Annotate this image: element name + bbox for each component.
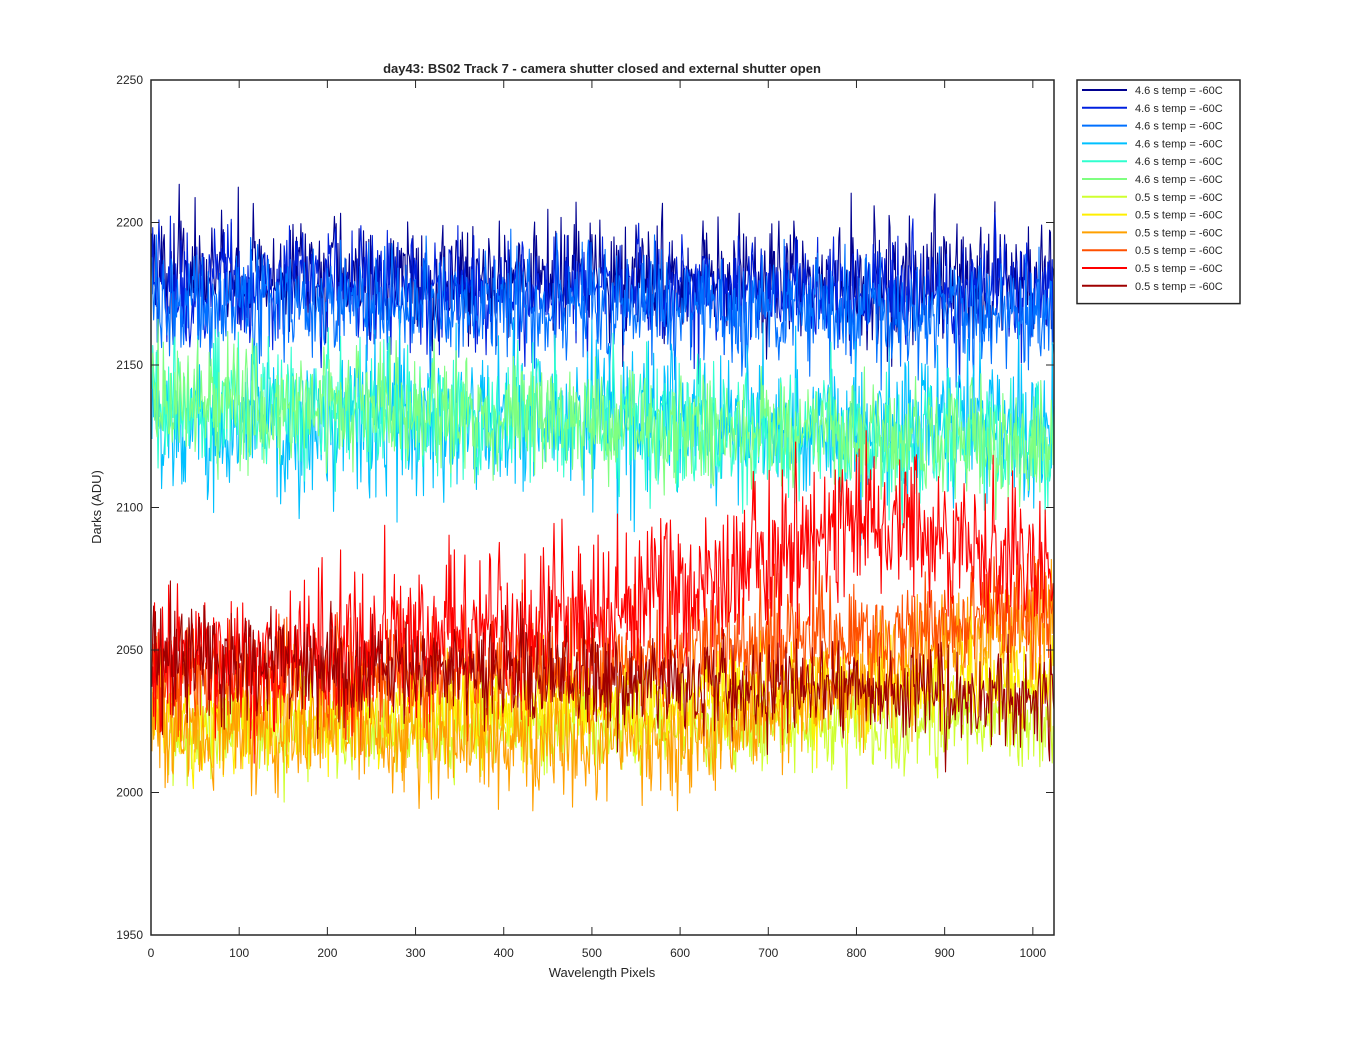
- y-tick-label: 2000: [116, 786, 143, 800]
- y-tick-label: 2050: [116, 643, 143, 657]
- legend-entry: 4.6 s temp = -60C: [1135, 121, 1223, 133]
- legend-entry: 0.5 s temp = -60C: [1135, 192, 1223, 204]
- legend-box: [1076, 79, 1241, 305]
- legend-entry: 0.5 s temp = -60C: [1135, 210, 1223, 222]
- y-tick-label: 2250: [116, 73, 143, 87]
- x-tick-label: 600: [670, 946, 690, 960]
- x-tick-label: 300: [406, 946, 426, 960]
- legend-entry: 4.6 s temp = -60C: [1135, 103, 1223, 115]
- x-tick-label: 900: [935, 946, 955, 960]
- chart-title: day43: BS02 Track 7 - camera shutter clo…: [383, 61, 821, 76]
- x-axis-label: Wavelength Pixels: [549, 965, 656, 980]
- series-line: [151, 212, 1055, 388]
- legend-entry: 0.5 s temp = -60C: [1135, 245, 1223, 257]
- legend-entry: 0.5 s temp = -60C: [1135, 281, 1223, 293]
- series-line: [151, 228, 1055, 391]
- x-tick-label: 200: [317, 946, 337, 960]
- y-tick-label: 1950: [116, 928, 143, 942]
- y-axis-label: Darks (ADU): [89, 470, 104, 544]
- series-layer: [151, 183, 1055, 812]
- x-tick-label: 1000: [1019, 946, 1046, 960]
- y-tick-label: 2150: [116, 358, 143, 372]
- legend-entry: 4.6 s temp = -60C: [1135, 85, 1223, 97]
- series-line: [151, 430, 1055, 764]
- x-tick-label: 500: [582, 946, 602, 960]
- legend-entry: 0.5 s temp = -60C: [1135, 263, 1223, 275]
- series-line: [151, 580, 1055, 773]
- legend-entry: 4.6 s temp = -60C: [1135, 156, 1223, 168]
- y-axis: 1950 2000 2050 2100 2150 2200 2250: [116, 73, 1054, 942]
- x-tick-label: 400: [494, 946, 514, 960]
- x-tick-label: 800: [846, 946, 866, 960]
- legend-entry: 0.5 s temp = -60C: [1135, 227, 1223, 239]
- x-axis: 0 100 200 300 400 500 600 700 800 900 1000: [148, 80, 1047, 960]
- legend-entry: 4.6 s temp = -60C: [1135, 138, 1223, 150]
- legend: 4.6 s temp = -60C 4.6 s temp = -60C 4.6 s …: [1076, 79, 1241, 305]
- legend-entry: 4.6 s temp = -60C: [1135, 174, 1223, 186]
- x-tick-label: 100: [229, 946, 249, 960]
- x-tick-label: 700: [758, 946, 778, 960]
- y-tick-label: 2100: [116, 501, 143, 515]
- series-line: [151, 318, 1055, 521]
- x-tick-label: 0: [148, 946, 155, 960]
- y-tick-label: 2200: [116, 216, 143, 230]
